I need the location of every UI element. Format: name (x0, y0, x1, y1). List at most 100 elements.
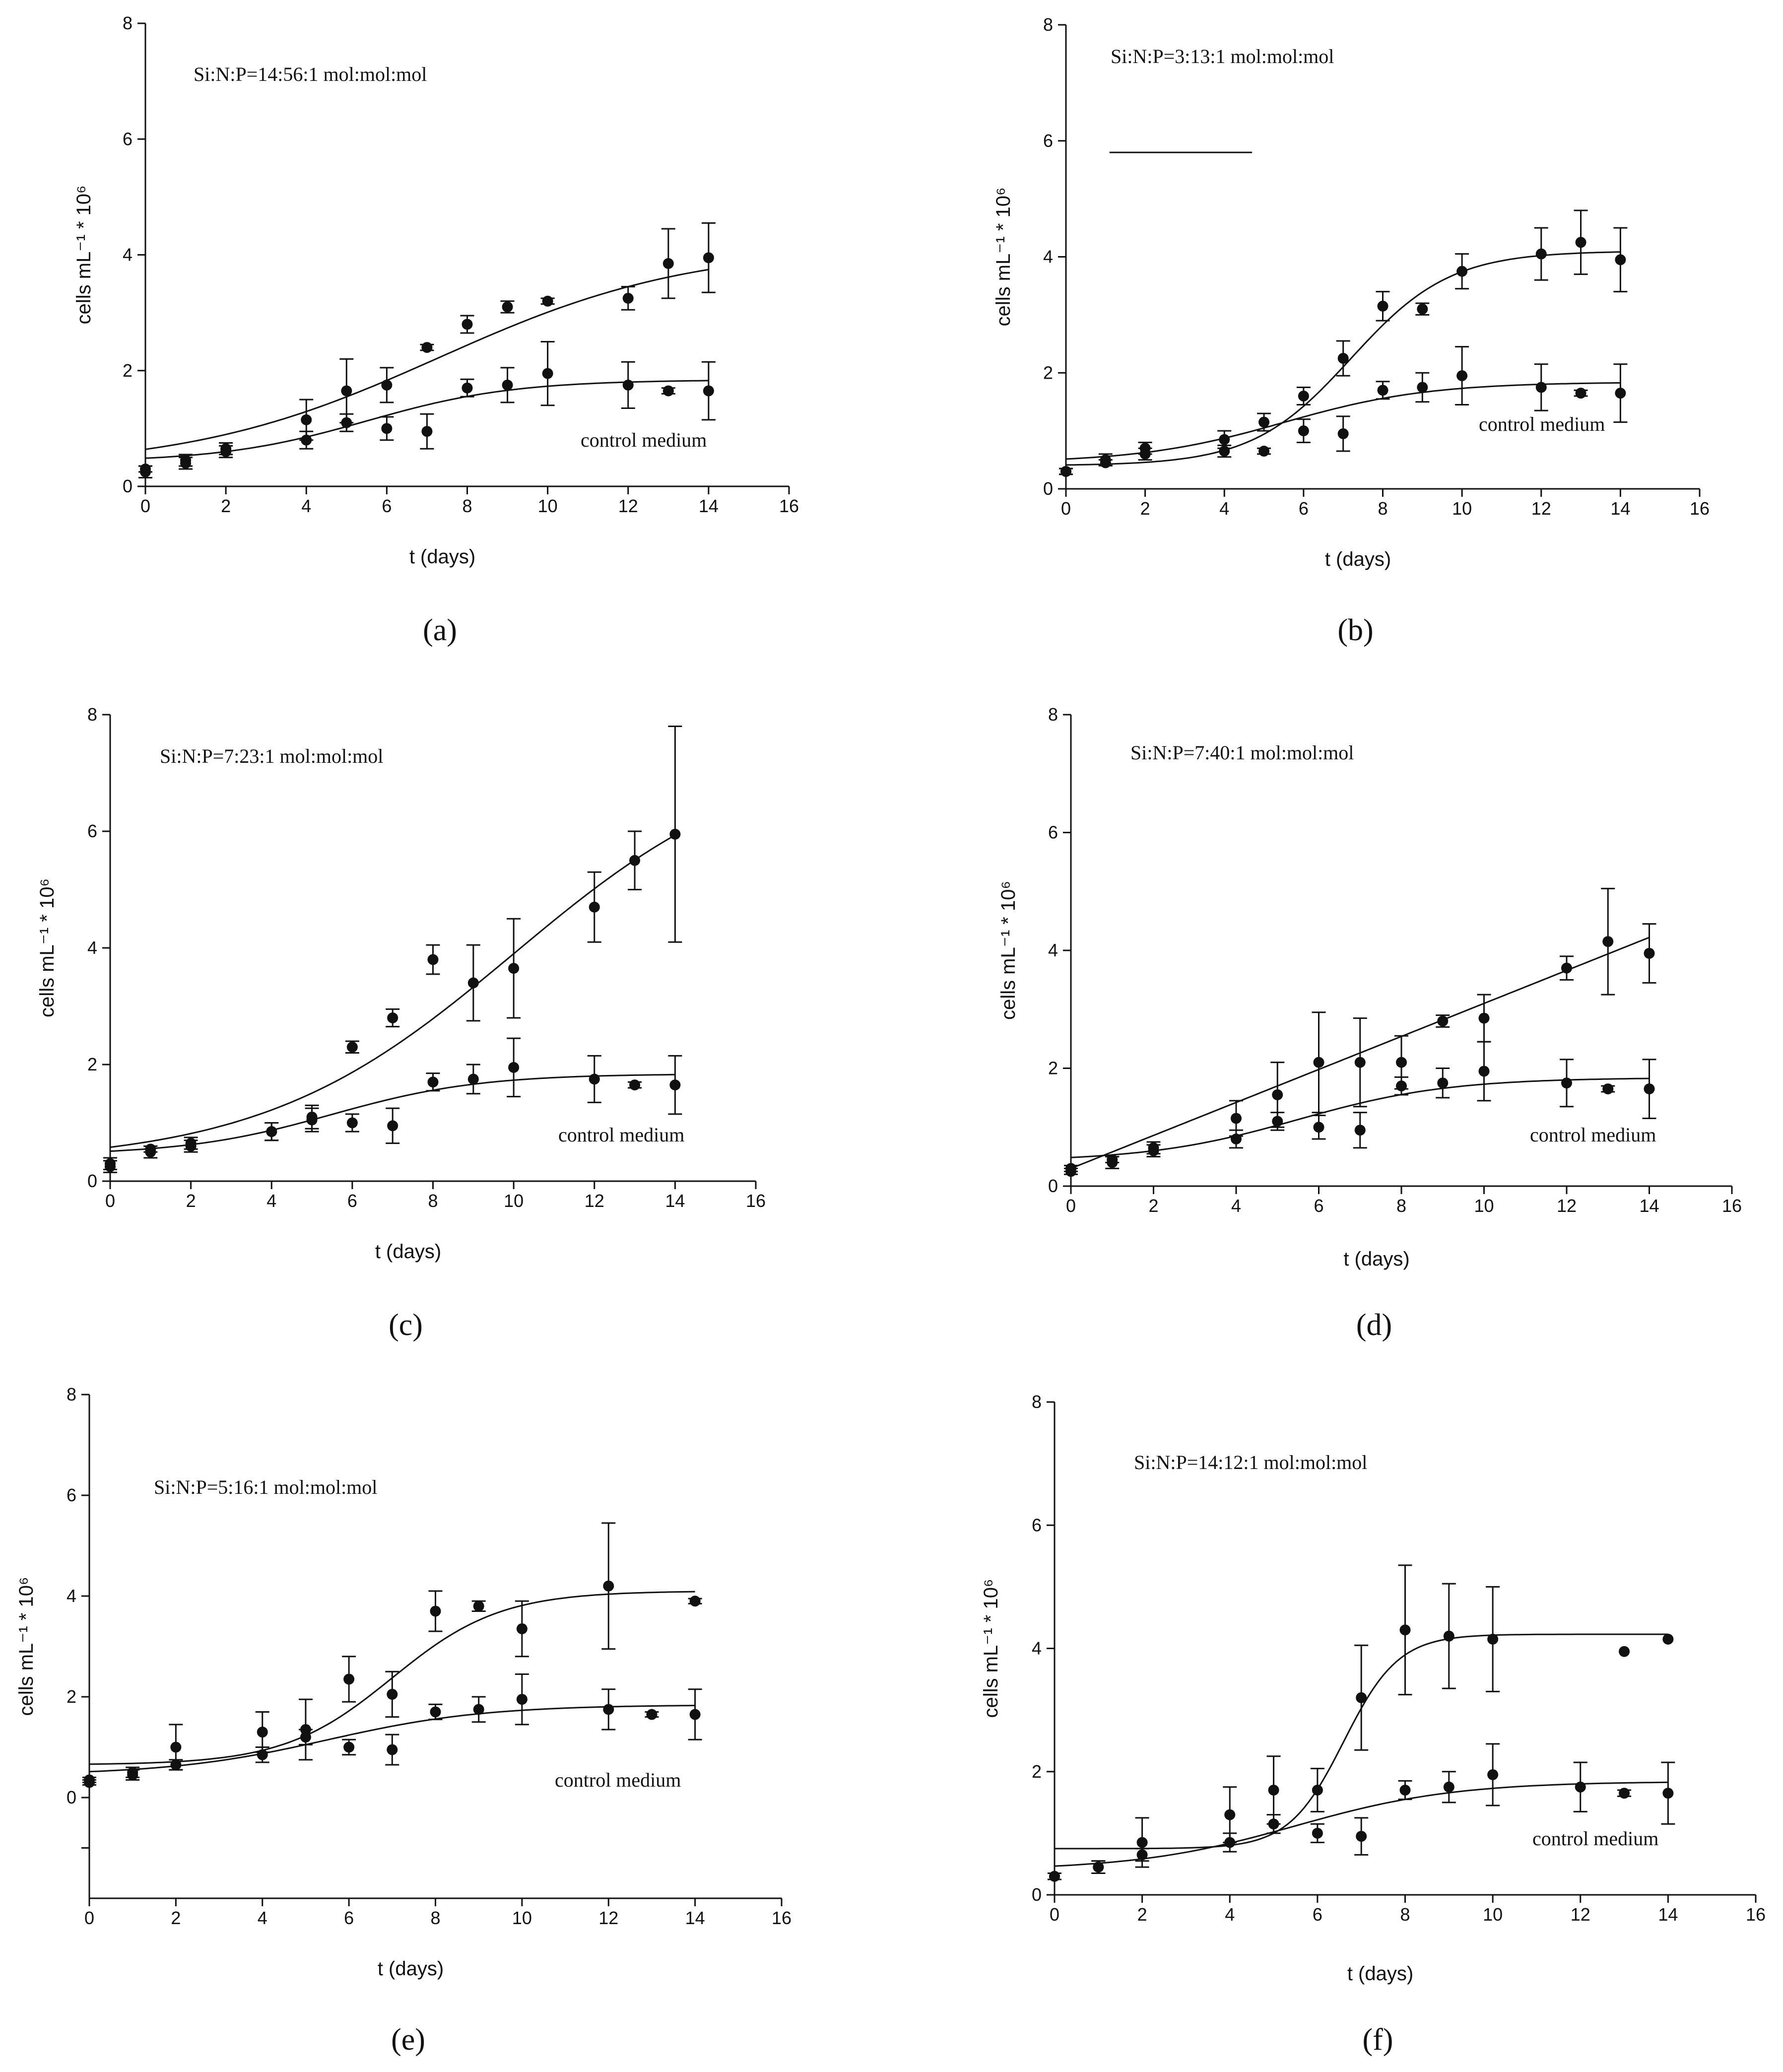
control-medium-label: control medium (558, 1124, 684, 1146)
data-point (1456, 266, 1468, 277)
data-point (266, 1126, 277, 1137)
fit-curve (145, 380, 709, 459)
panel-label: (e) (391, 2023, 425, 2057)
data-point (1107, 1157, 1118, 1168)
data-point (145, 1146, 156, 1158)
data-point (1272, 1089, 1283, 1100)
fit-curve (110, 834, 676, 1148)
data-point (1399, 1624, 1411, 1636)
data-point (343, 1673, 355, 1685)
data-point (1060, 466, 1071, 477)
x-tick-label: 4 (266, 1191, 276, 1211)
x-tick-label: 2 (1148, 1196, 1158, 1216)
data-point (689, 1596, 701, 1607)
y-tick-label: 6 (1048, 822, 1058, 843)
x-tick-label: 12 (1531, 498, 1551, 519)
data-point (1575, 1781, 1586, 1793)
data-point (1100, 454, 1111, 466)
data-point (662, 258, 674, 269)
data-point (603, 1580, 614, 1592)
data-point (589, 901, 600, 913)
data-point (1354, 1125, 1366, 1136)
data-point (1231, 1113, 1242, 1124)
data-point (1575, 237, 1586, 248)
x-tick-label: 0 (1061, 498, 1071, 519)
y-tick-label: 8 (1048, 704, 1058, 725)
x-tick-label: 16 (772, 1908, 792, 1928)
x-tick-label: 10 (1483, 1904, 1503, 1925)
data-point (1437, 1077, 1449, 1089)
fit-curve (1070, 1077, 1650, 1158)
y-tick-label: 0 (1032, 1884, 1042, 1905)
y-tick-label: 2 (1043, 362, 1053, 383)
data-point (257, 1727, 268, 1738)
data-point (170, 1741, 182, 1753)
data-point (1399, 1784, 1411, 1796)
data-point (427, 954, 439, 965)
series-control (1048, 1743, 1675, 1882)
y-tick-label: 8 (1043, 14, 1053, 35)
x-tick-label: 16 (1722, 1196, 1742, 1216)
data-point (1575, 388, 1586, 399)
chart-title: Si:N:P=14:56:1 mol:mol:mol (194, 63, 427, 85)
chart-panel-b: 0 2 4 6 8 10 12 14 16 0 2 4 6 8 t (days) cells mL⁻¹ * 1… (992, 14, 1710, 647)
data-point (1148, 1145, 1159, 1156)
y-tick-label: 6 (87, 821, 97, 841)
x-tick-label: 4 (258, 1908, 267, 1928)
data-point (306, 1114, 318, 1126)
x-tick-label: 16 (1690, 498, 1710, 519)
fit-curve (145, 268, 709, 450)
data-point (1644, 1083, 1655, 1095)
chart-panel-d: 0 2 4 6 8 10 12 14 16 0 2 4 6 8 t (days) cells mL⁻¹ * 1… (997, 704, 1742, 1342)
data-point (1478, 1012, 1490, 1024)
y-tick-label: 4 (87, 937, 97, 958)
data-point (1337, 353, 1349, 364)
data-point (1136, 1849, 1148, 1861)
data-point (341, 385, 352, 397)
data-point (1312, 1827, 1323, 1839)
data-point (1231, 1134, 1242, 1144)
x-tick-label: 12 (618, 496, 638, 516)
data-point (508, 1062, 520, 1073)
data-point (1258, 416, 1270, 428)
data-point (343, 1741, 355, 1753)
x-tick-label: 6 (1299, 498, 1309, 519)
chart-title: Si:N:P=14:12:1 mol:mol:mol (1134, 1451, 1367, 1473)
x-tick-label: 2 (1137, 1904, 1147, 1925)
data-point (1354, 1057, 1366, 1068)
data-point (1396, 1080, 1407, 1092)
x-tick-label: 12 (1571, 1904, 1590, 1925)
chart-title: Si:N:P=7:40:1 mol:mol:mol (1130, 741, 1354, 764)
x-tick-label: 8 (430, 1908, 440, 1928)
data-point (220, 446, 232, 458)
x-tick-label: 16 (746, 1191, 766, 1211)
x-tick-label: 6 (347, 1191, 357, 1211)
x-tick-label: 14 (1658, 1904, 1678, 1925)
data-point (1561, 962, 1572, 974)
data-point (84, 1777, 95, 1788)
data-point (502, 301, 513, 313)
data-point (1356, 1831, 1367, 1842)
x-tick-label: 10 (1474, 1196, 1494, 1216)
data-point (105, 1161, 116, 1172)
data-point (1356, 1692, 1367, 1703)
data-point (1136, 1837, 1148, 1848)
x-tick-label: 12 (1557, 1196, 1577, 1216)
x-tick-label: 10 (1452, 498, 1472, 519)
data-point (257, 1749, 268, 1760)
x-tick-label: 4 (1231, 1196, 1241, 1216)
data-point (387, 1120, 398, 1132)
panel-label: (b) (1337, 613, 1373, 647)
data-point (381, 379, 393, 391)
data-point (1377, 385, 1388, 396)
data-point (1268, 1818, 1279, 1830)
y-tick-label: 2 (1032, 1761, 1042, 1782)
data-point (1644, 947, 1655, 959)
data-point (180, 458, 192, 469)
x-tick-label: 0 (1050, 1904, 1059, 1925)
series-control (1059, 346, 1628, 477)
y-tick-label: 4 (66, 1586, 76, 1606)
data-point (421, 342, 433, 353)
y-tick-label: 4 (1048, 940, 1058, 960)
